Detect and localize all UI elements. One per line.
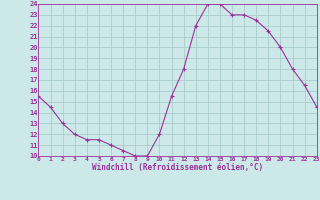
X-axis label: Windchill (Refroidissement éolien,°C): Windchill (Refroidissement éolien,°C) (92, 163, 263, 172)
